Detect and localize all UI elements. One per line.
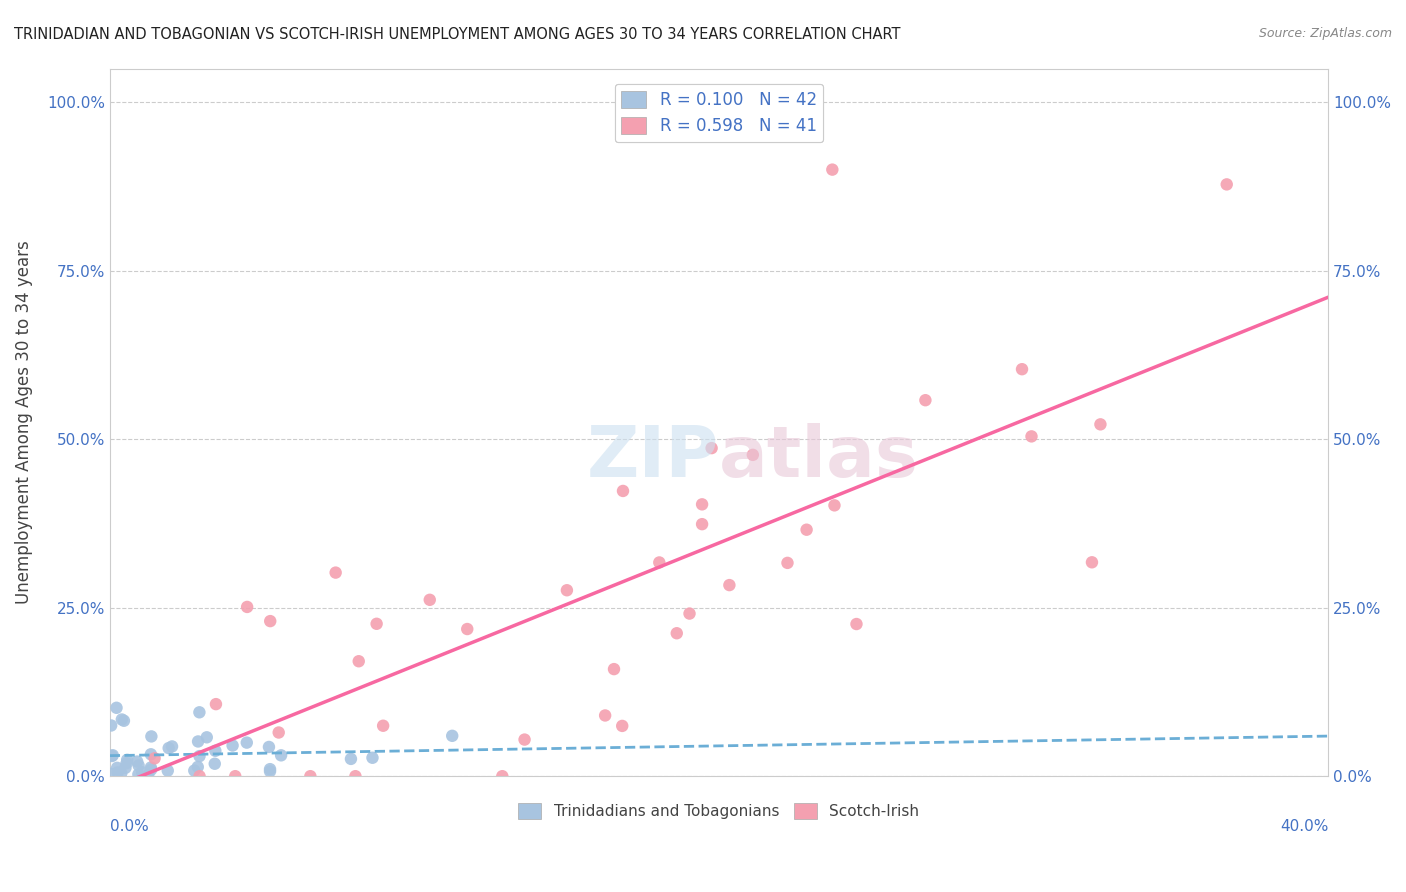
Point [141, 730, 163, 744]
Point [115, 753, 138, 767]
Point [188, 749, 211, 764]
Point [128, 758, 150, 772]
Point [741, 448, 763, 462]
Point [221, 739, 243, 753]
Point [139, 747, 162, 762]
Point [101, 749, 124, 764]
Point [157, 741, 180, 756]
Y-axis label: Unemployment Among Ages 30 to 34 years: Unemployment Among Ages 30 to 34 years [15, 241, 32, 604]
Legend: R = 0.100   N = 42, R = 0.598   N = 41: R = 0.100 N = 42, R = 0.598 N = 41 [614, 84, 824, 142]
Point [824, 499, 846, 513]
Point [187, 760, 209, 774]
Point [136, 768, 159, 782]
Point [131, 765, 153, 780]
Point [101, 748, 124, 763]
Point [456, 622, 478, 636]
Point [665, 626, 688, 640]
Point [139, 763, 162, 777]
Point [187, 734, 209, 748]
Point [105, 700, 128, 714]
Point [143, 751, 166, 765]
Point [612, 483, 634, 498]
Point [491, 769, 513, 783]
Point [361, 751, 384, 765]
Point [270, 748, 292, 763]
Point [1215, 178, 1237, 192]
Point [127, 755, 149, 769]
Point [593, 708, 616, 723]
Point [344, 769, 367, 783]
Point [1021, 429, 1043, 443]
Text: TRINIDADIAN AND TOBAGONIAN VS SCOTCH-IRISH UNEMPLOYMENT AMONG AGES 30 TO 34 YEAR: TRINIDADIAN AND TOBAGONIAN VS SCOTCH-IRI… [14, 27, 901, 42]
Point [188, 769, 211, 783]
Point [257, 739, 280, 754]
Point [156, 764, 179, 778]
Point [259, 614, 281, 628]
Point [821, 162, 844, 177]
Point [204, 756, 226, 771]
Point [914, 393, 936, 408]
Point [110, 766, 132, 780]
Point [678, 607, 700, 621]
Point [224, 769, 246, 783]
Point [105, 761, 128, 775]
Point [204, 744, 226, 758]
Point [366, 616, 388, 631]
Point [183, 764, 205, 778]
Point [373, 719, 395, 733]
Point [259, 762, 281, 776]
Point [236, 736, 259, 750]
Point [441, 729, 464, 743]
Point [555, 583, 578, 598]
Point [340, 752, 363, 766]
Point [112, 714, 135, 728]
Point [1090, 417, 1112, 432]
Point [267, 725, 290, 739]
Point [107, 765, 129, 780]
Point [325, 566, 347, 580]
Point [612, 719, 634, 733]
Point [419, 592, 441, 607]
Point [160, 739, 183, 754]
Point [648, 556, 671, 570]
Point [139, 760, 162, 774]
Text: Source: ZipAtlas.com: Source: ZipAtlas.com [1258, 27, 1392, 40]
Point [111, 713, 134, 727]
Point [796, 523, 818, 537]
Point [718, 578, 741, 592]
Point [700, 441, 723, 455]
Point [690, 517, 713, 532]
Point [114, 761, 136, 775]
Point [603, 662, 626, 676]
Point [205, 697, 228, 711]
Point [98, 766, 121, 780]
Point [115, 756, 138, 771]
Point [776, 556, 799, 570]
Point [236, 599, 259, 614]
Point [259, 764, 281, 779]
Point [188, 706, 211, 720]
Point [100, 718, 122, 732]
Text: atlas: atlas [718, 423, 918, 492]
Text: 0.0%: 0.0% [110, 819, 149, 834]
Point [1081, 555, 1104, 569]
Point [347, 654, 370, 668]
Text: ZIP: ZIP [586, 423, 718, 492]
Text: 40.0%: 40.0% [1279, 819, 1329, 834]
Point [195, 731, 218, 745]
Point [127, 767, 149, 781]
Point [690, 497, 713, 511]
Point [299, 769, 322, 783]
Point [513, 732, 536, 747]
Point [1011, 362, 1033, 376]
Point [845, 617, 868, 632]
